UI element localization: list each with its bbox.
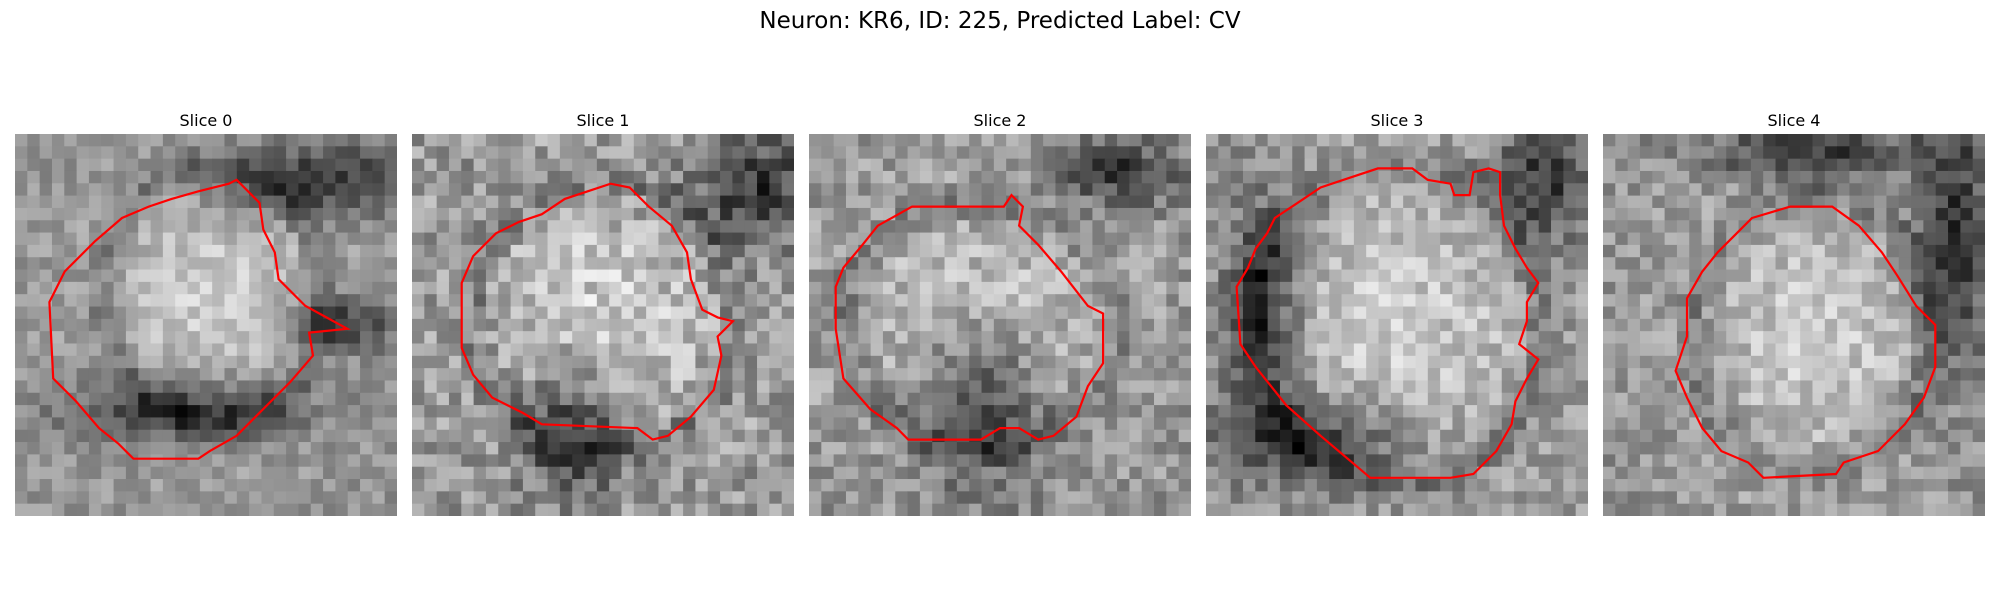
slice-panel-2: Slice 2 (809, 108, 1191, 516)
segmentation-contour-0 (48, 178, 351, 460)
slice-title-1: Slice 1 (576, 111, 630, 130)
segmentation-contour-2 (834, 193, 1105, 441)
slice-image-2 (809, 134, 1191, 516)
slice-title-0: Slice 0 (179, 111, 233, 130)
slice-image-1 (412, 134, 794, 516)
slice-title-2: Slice 2 (973, 111, 1027, 130)
slice-title-4: Slice 4 (1767, 111, 1821, 130)
slice-image-0 (15, 134, 397, 516)
slice-panel-4: Slice 4 (1603, 108, 1985, 516)
slice-image-4 (1603, 134, 1985, 516)
slice-panel-1: Slice 1 (412, 108, 794, 516)
segmentation-contour-1 (460, 182, 736, 441)
segmentation-contour-4 (1674, 205, 1937, 479)
slice-image-3 (1206, 134, 1588, 516)
slice-panel-0: Slice 0 (15, 108, 397, 516)
slice-title-3: Slice 3 (1370, 111, 1424, 130)
figure-title: Neuron: KR6, ID: 225, Predicted Label: C… (759, 8, 1241, 34)
slice-panel-3: Slice 3 (1206, 108, 1588, 516)
segmentation-contour-3 (1235, 167, 1540, 479)
